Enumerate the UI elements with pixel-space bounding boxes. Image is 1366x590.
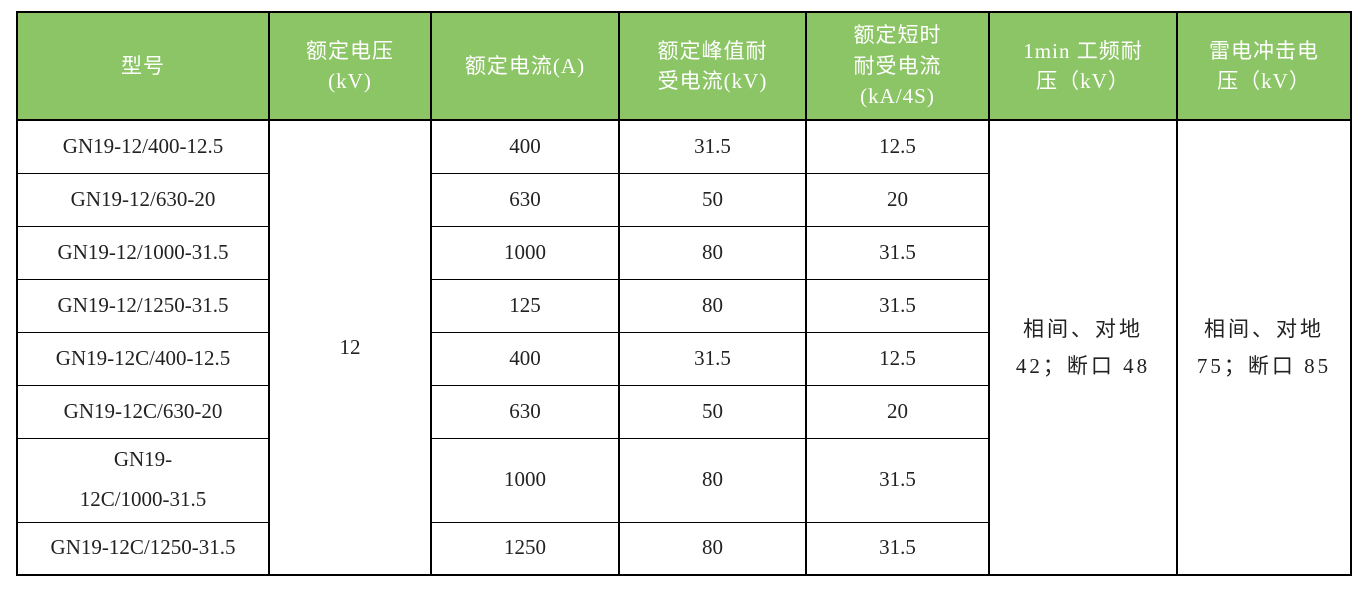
header-model: 型号 bbox=[16, 11, 270, 121]
cell-rated-current: 400 bbox=[430, 331, 620, 386]
cell-short-time-current: 31.5 bbox=[805, 437, 990, 523]
cell-peak-current: 80 bbox=[618, 521, 807, 576]
header-short-time-withstand-current: 额定短时 耐受电流 (kA/4S) bbox=[805, 11, 990, 121]
cell-model: GN19-12/630-20 bbox=[16, 172, 270, 227]
cell-peak-current: 80 bbox=[618, 225, 807, 280]
cell-rated-current: 1000 bbox=[430, 225, 620, 280]
cell-peak-current: 50 bbox=[618, 172, 807, 227]
cell-rated-current: 630 bbox=[430, 384, 620, 439]
cell-short-time-current: 31.5 bbox=[805, 278, 990, 333]
cell-peak-current: 80 bbox=[618, 437, 807, 523]
cell-rated-current: 630 bbox=[430, 172, 620, 227]
cell-power-frequency-merged: 相间、对地 42；断口 48 bbox=[988, 119, 1178, 576]
cell-peak-current: 50 bbox=[618, 384, 807, 439]
cell-model: GN19-12C/630-20 bbox=[16, 384, 270, 439]
cell-short-time-current: 31.5 bbox=[805, 521, 990, 576]
switch-spec-table: 型号 额定电压 (kV) 额定电流(A) 额定峰值耐 受电流(kV) 额定短时 … bbox=[16, 11, 1352, 576]
header-lightning-impulse-voltage: 雷电冲击电 压（kV） bbox=[1176, 11, 1352, 121]
cell-short-time-current: 12.5 bbox=[805, 331, 990, 386]
table-row: GN19-12/1000-31.5 1000 80 31.5 bbox=[16, 225, 1351, 280]
cell-model: GN19- 12C/1000-31.5 bbox=[16, 437, 270, 523]
cell-rated-current: 125 bbox=[430, 278, 620, 333]
cell-short-time-current: 12.5 bbox=[805, 119, 990, 174]
table-row: GN19-12C/1250-31.5 1250 80 31.5 bbox=[16, 521, 1351, 576]
cell-peak-current: 31.5 bbox=[618, 119, 807, 174]
table-row: GN19-12/400-12.5 12 400 31.5 12.5 相间、对地 … bbox=[16, 119, 1352, 576]
table-row: GN19-12/630-20 630 50 20 bbox=[16, 172, 1351, 227]
cell-rated-current: 1250 bbox=[430, 521, 620, 576]
cell-model: GN19-12C/1250-31.5 bbox=[16, 521, 270, 576]
table-row: GN19-12/1250-31.5 125 80 31.5 bbox=[16, 278, 1351, 333]
header-rated-current: 额定电流(A) bbox=[430, 11, 620, 121]
header-row: 型号 额定电压 (kV) 额定电流(A) 额定峰值耐 受电流(kV) 额定短时 … bbox=[16, 11, 1352, 121]
cell-rated-voltage-merged: 12 bbox=[268, 119, 432, 576]
table-row: GN19-12C/630-20 630 50 20 bbox=[16, 384, 1351, 439]
cell-model: GN19-12C/400-12.5 bbox=[16, 331, 270, 386]
cell-short-time-current: 20 bbox=[805, 384, 990, 439]
cell-model: GN19-12/1250-31.5 bbox=[16, 278, 270, 333]
header-peak-withstand-current: 额定峰值耐 受电流(kV) bbox=[618, 11, 807, 121]
cell-model: GN19-12/1000-31.5 bbox=[16, 225, 270, 280]
cell-peak-current: 80 bbox=[618, 278, 807, 333]
cell-lightning-impulse-merged: 相间、对地 75；断口 85 bbox=[1176, 119, 1352, 576]
cell-model: GN19-12/400-12.5 bbox=[16, 119, 270, 174]
cell-rated-current: 1000 bbox=[430, 437, 620, 523]
cell-peak-current: 31.5 bbox=[618, 331, 807, 386]
cell-short-time-current: 31.5 bbox=[805, 225, 990, 280]
table-row: GN19- 12C/1000-31.5 1000 80 31.5 bbox=[16, 437, 1351, 523]
header-power-frequency-withstand-voltage: 1min 工频耐 压（kV） bbox=[988, 11, 1178, 121]
cell-rated-current: 400 bbox=[430, 119, 620, 174]
cell-short-time-current: 20 bbox=[805, 172, 990, 227]
header-rated-voltage: 额定电压 (kV) bbox=[268, 11, 432, 121]
